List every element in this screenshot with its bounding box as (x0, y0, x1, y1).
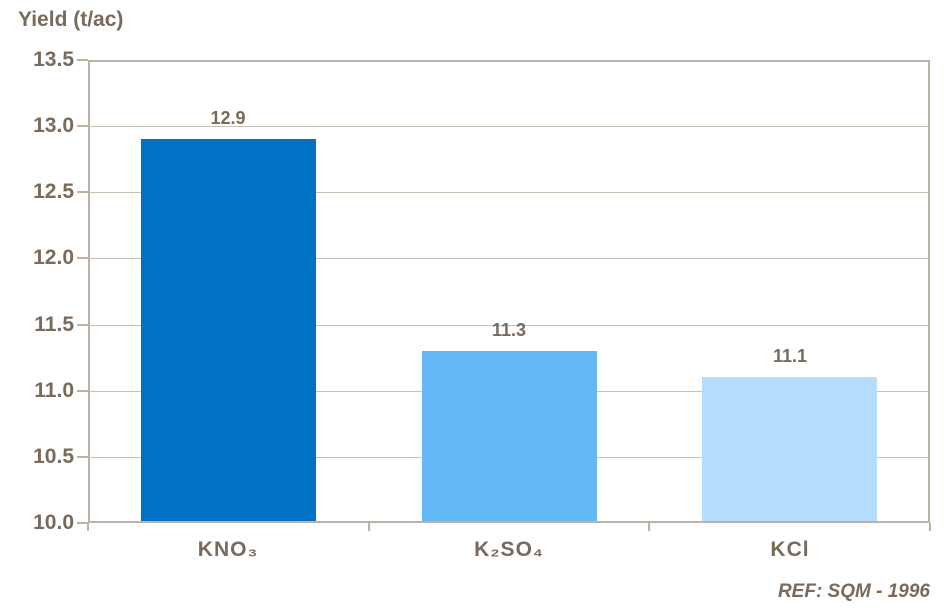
bar-value-label: 12.9 (210, 108, 246, 128)
y-tick-label: 11.5 (34, 312, 74, 336)
y-tick-label: 12.0 (33, 246, 74, 270)
gridline (90, 126, 928, 128)
x-tick-mark (368, 523, 370, 531)
y-tick-mark (77, 257, 88, 260)
y-tick-label: 12.5 (33, 180, 74, 204)
chart-title: Yield (t/ac) (18, 8, 124, 31)
y-tick-mark (77, 191, 88, 194)
reference-annotation: REF: SQM - 1996 (777, 581, 930, 602)
x-tick-mark (648, 523, 650, 531)
y-tick-mark (77, 323, 88, 326)
y-tick-label: 13.0 (33, 114, 74, 138)
plot-area (88, 60, 930, 523)
y-tick-mark (77, 59, 88, 61)
y-tick-mark (77, 389, 88, 392)
y-tick-label: 10.5 (33, 444, 74, 468)
x-tick-mark (87, 523, 89, 531)
y-tick-mark (77, 125, 88, 128)
bar-K₂SO₄ (422, 351, 597, 521)
y-tick-mark (77, 522, 88, 524)
y-tick-label: 11.0 (34, 378, 74, 402)
gridline (90, 324, 928, 326)
gridline (90, 192, 928, 194)
y-tick-label: 13.5 (33, 48, 74, 71)
x-tick-mark (929, 523, 931, 531)
bar-value-label: 11.3 (491, 320, 527, 340)
bar-value-label: 11.1 (772, 346, 808, 366)
gridline (90, 258, 928, 260)
x-category-label: KCl (770, 538, 810, 561)
bar-KCl (702, 377, 877, 521)
bar-KNO₃ (141, 139, 316, 521)
y-tick-label: 10.0 (33, 511, 74, 534)
y-tick-mark (77, 455, 88, 458)
x-category-label: K₂SO₄ (474, 538, 544, 561)
x-category-label: KNO₃ (197, 538, 259, 561)
